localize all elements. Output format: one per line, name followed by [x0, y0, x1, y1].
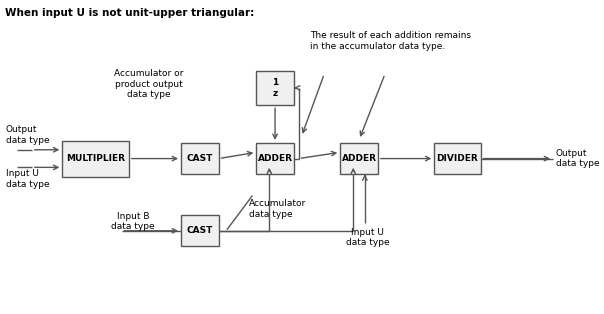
Bar: [434, 143, 481, 174]
Bar: [340, 143, 378, 174]
Text: 1
z: 1 z: [272, 78, 278, 98]
Text: MULTIPLIER: MULTIPLIER: [66, 154, 125, 163]
Text: When input U is not unit-upper triangular:: When input U is not unit-upper triangula…: [5, 8, 254, 18]
Text: Input U
data type: Input U data type: [6, 169, 50, 189]
Text: The result of each addition remains
in the accumulator data type.: The result of each addition remains in t…: [310, 31, 471, 51]
Text: DIVIDER: DIVIDER: [437, 154, 478, 163]
Text: ADDER: ADDER: [257, 154, 292, 163]
Text: Output
data type: Output data type: [556, 149, 600, 168]
Bar: [181, 215, 219, 246]
Text: Accumulator or
product output
data type: Accumulator or product output data type: [114, 69, 184, 99]
Text: Accumulator
data type: Accumulator data type: [249, 199, 306, 219]
Text: Output
data type: Output data type: [6, 125, 50, 145]
Bar: [256, 71, 294, 105]
Text: CAST: CAST: [187, 226, 213, 235]
Text: ADDER: ADDER: [341, 154, 376, 163]
Text: Input B
data type: Input B data type: [111, 212, 155, 231]
Bar: [256, 143, 294, 174]
Bar: [62, 140, 129, 176]
Bar: [181, 143, 219, 174]
Text: Input U
data type: Input U data type: [346, 228, 390, 247]
Text: CAST: CAST: [187, 154, 213, 163]
